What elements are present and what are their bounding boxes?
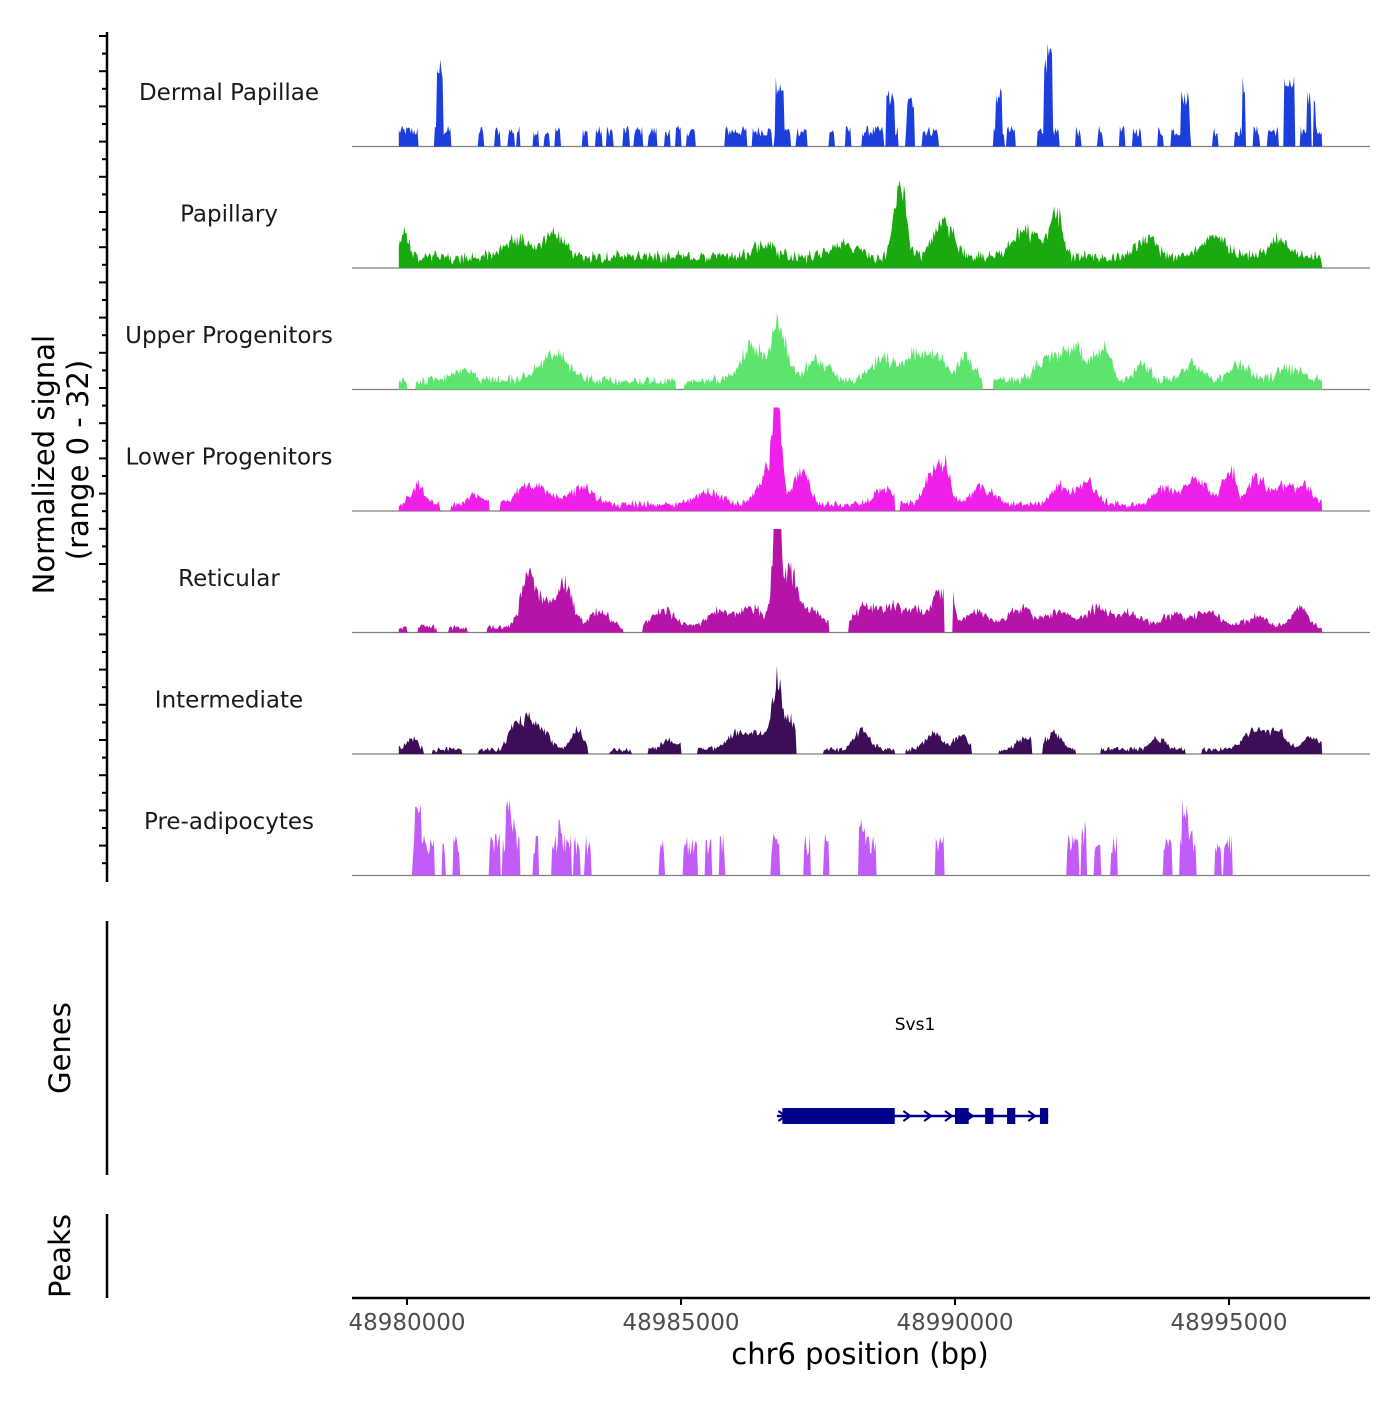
x-tick-label: 48990000 [896, 1310, 1013, 1336]
y-axis-title-line1: Normalized signal [27, 335, 61, 594]
y-axis-title: Normalized signal (range 0 - 32) [27, 326, 95, 595]
signal-area [398, 407, 1323, 511]
axes: 48980000 48985000 48990000 48995000 Normali… [27, 32, 1370, 1371]
gene-strand-arrow [923, 1110, 933, 1122]
signal-area [398, 180, 1323, 268]
track-label: Dermal Papillae [139, 80, 319, 106]
track-label: Pre-adipocytes [144, 809, 314, 835]
x-tick-label: 48995000 [1170, 1310, 1287, 1336]
signal-area [398, 665, 1323, 754]
track-label: Reticular [178, 566, 280, 592]
x-tick-label: 48985000 [622, 1310, 739, 1336]
x-tick-label: 48980000 [348, 1310, 465, 1336]
signal-tracks: Dermal Papillae Papillary Upper Progenitor… [125, 43, 1370, 877]
gene-strand-arrow [1027, 1110, 1037, 1122]
gene-label: Svs1 [895, 1015, 936, 1035]
y-ticks [99, 35, 107, 865]
y-axis-title-line2: (range 0 - 32) [61, 360, 95, 560]
gene-exon [955, 1108, 969, 1124]
track-upper-progenitors: Upper Progenitors [125, 312, 1370, 391]
gene-strand-arrow [944, 1110, 954, 1122]
track-label: Papillary [180, 202, 278, 228]
signal-area [398, 312, 1323, 390]
gene-exon [985, 1108, 994, 1124]
track-intermediate: Intermediate [155, 665, 1370, 755]
track-pre-adipocytes: Pre-adipocytes [144, 798, 1370, 877]
track-label: Lower Progenitors [126, 445, 333, 471]
track-reticular: Reticular [178, 529, 1370, 634]
track-label: Intermediate [155, 688, 303, 714]
gene-exon [782, 1108, 895, 1124]
x-ticks: 48980000 48985000 48990000 48995000 [348, 1298, 1288, 1336]
peaks-panel-label: Peaks [43, 1214, 77, 1298]
genes-panel-label: Genes [43, 1002, 77, 1094]
gene-strand-arrow [902, 1110, 913, 1122]
gene-exon [1007, 1108, 1016, 1124]
track-dermal-papillae: Dermal Papillae [139, 43, 1370, 148]
gene-exon [1039, 1108, 1049, 1124]
signal-area [398, 798, 1323, 876]
track-papillary: Papillary [180, 180, 1370, 269]
x-axis-title: chr6 position (bp) [731, 1337, 988, 1371]
gene-track: Svs1 [776, 1015, 1049, 1124]
signal-area [398, 43, 1323, 147]
signal-area [398, 529, 1323, 633]
track-lower-progenitors: Lower Progenitors [126, 407, 1370, 512]
track-label: Upper Progenitors [125, 323, 333, 349]
